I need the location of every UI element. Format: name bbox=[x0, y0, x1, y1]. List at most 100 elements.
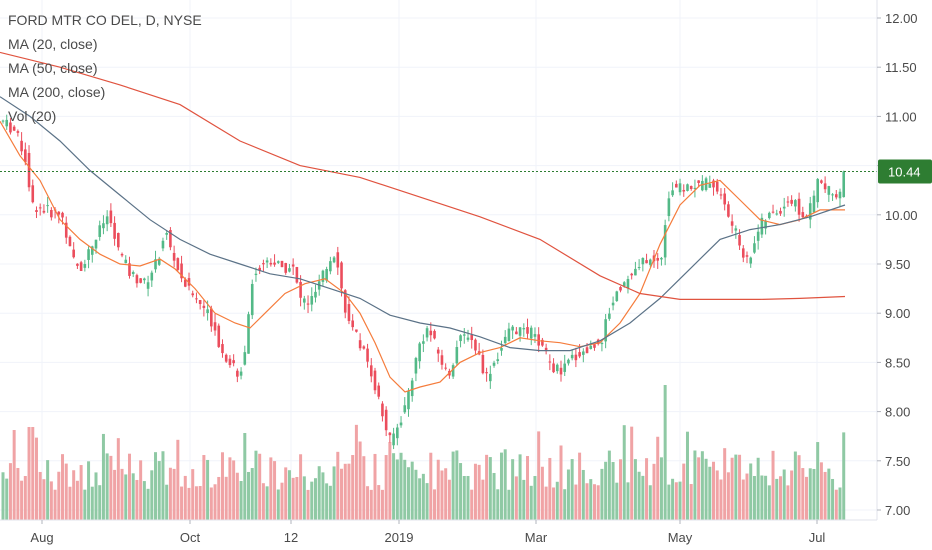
candle-body-51 bbox=[191, 293, 195, 296]
volume-bar-182 bbox=[678, 481, 682, 520]
volume-bar-156 bbox=[581, 469, 585, 520]
candle-body-77 bbox=[288, 268, 291, 272]
volume-bar-198 bbox=[738, 454, 742, 520]
candle-body-35 bbox=[131, 272, 135, 275]
candle-body-137 bbox=[511, 326, 514, 331]
volume-bar-128 bbox=[477, 464, 481, 520]
x-tick-label-3: 2019 bbox=[385, 530, 414, 545]
volume-bar-200 bbox=[745, 473, 749, 520]
volume-bar-220 bbox=[819, 462, 823, 520]
candle-body-226 bbox=[842, 171, 846, 198]
volume-bar-45 bbox=[168, 467, 172, 520]
volume-bar-17 bbox=[64, 463, 68, 520]
candle-body-10 bbox=[38, 207, 42, 209]
volume-bar-73 bbox=[273, 461, 277, 520]
candle-body-117 bbox=[436, 349, 440, 354]
volume-bar-67 bbox=[250, 468, 254, 520]
candle-body-214 bbox=[797, 198, 801, 215]
legend-vol[interactable]: Vol (20) bbox=[8, 108, 57, 124]
volume-bar-216 bbox=[805, 476, 809, 520]
candle-body-140 bbox=[522, 328, 526, 330]
volume-bar-99 bbox=[369, 489, 373, 520]
legend-ma50[interactable]: MA (50, close) bbox=[8, 60, 98, 76]
volume-bar-53 bbox=[198, 486, 202, 520]
candle-body-62 bbox=[232, 360, 235, 364]
volume-bar-118 bbox=[440, 470, 444, 520]
volume-bar-186 bbox=[693, 450, 697, 520]
volume-bar-115 bbox=[429, 452, 433, 520]
candle-body-208 bbox=[775, 213, 779, 215]
volume-bar-135 bbox=[503, 449, 507, 520]
candle-body-95 bbox=[355, 329, 358, 332]
volume-bar-185 bbox=[689, 484, 693, 520]
candle-body-165 bbox=[615, 291, 619, 302]
volume-bar-77 bbox=[287, 470, 291, 520]
volume-bar-163 bbox=[607, 450, 611, 520]
volume-bar-79 bbox=[295, 476, 299, 520]
volume-bar-123 bbox=[459, 463, 463, 520]
volume-bar-74 bbox=[276, 489, 280, 520]
x-tick-label-4: Mar bbox=[525, 530, 548, 545]
volume-bar-97 bbox=[362, 456, 366, 520]
volume-bar-44 bbox=[165, 484, 169, 520]
candle-body-29 bbox=[109, 210, 113, 224]
volume-bar-154 bbox=[574, 484, 578, 520]
candle-body-90 bbox=[336, 252, 340, 268]
candle-body-56 bbox=[210, 308, 213, 327]
volume-bar-184 bbox=[685, 431, 689, 520]
volume-bar-0 bbox=[1, 472, 5, 520]
volume-bar-95 bbox=[354, 424, 358, 520]
candle-body-156 bbox=[582, 351, 585, 355]
volume-bar-143 bbox=[533, 475, 537, 520]
candle-body-205 bbox=[764, 220, 767, 229]
candle-body-75 bbox=[280, 260, 284, 268]
volume-bar-120 bbox=[447, 479, 451, 520]
volume-bar-174 bbox=[648, 485, 652, 520]
volume-bar-90 bbox=[336, 451, 340, 520]
candle-body-81 bbox=[303, 298, 306, 303]
candle-body-184 bbox=[686, 184, 689, 191]
candle-body-115 bbox=[429, 330, 433, 336]
volume-bar-32 bbox=[120, 468, 124, 520]
volume-bar-157 bbox=[585, 483, 589, 520]
legend-ma200[interactable]: MA (200, close) bbox=[8, 84, 106, 100]
candle-body-97 bbox=[362, 346, 366, 349]
volume-bar-1 bbox=[5, 478, 9, 520]
candle-body-166 bbox=[619, 287, 622, 291]
candle-body-124 bbox=[462, 334, 466, 336]
volume-bar-176 bbox=[656, 436, 660, 520]
candle-body-108 bbox=[403, 405, 407, 413]
candle-body-126 bbox=[470, 334, 474, 341]
candle-body-15 bbox=[57, 211, 61, 215]
y-tick-label-4: 9.00 bbox=[885, 306, 910, 321]
volume-bar-206 bbox=[767, 485, 771, 520]
volume-bar-138 bbox=[514, 476, 518, 520]
volume-bar-111 bbox=[414, 469, 418, 520]
volume-bar-13 bbox=[49, 481, 53, 520]
volume-bar-68 bbox=[254, 450, 258, 520]
volume-bar-92 bbox=[343, 463, 347, 520]
x-tick-label-0: Aug bbox=[30, 530, 53, 545]
volume-bar-142 bbox=[529, 485, 533, 520]
candle-body-169 bbox=[630, 273, 633, 276]
legend-title[interactable]: FORD MTR CO DEL, D, NYSE bbox=[8, 12, 202, 28]
volume-bar-141 bbox=[526, 456, 530, 520]
volume-bar-219 bbox=[816, 442, 820, 520]
volume-bar-71 bbox=[265, 486, 269, 520]
legend-ma20[interactable]: MA (20, close) bbox=[8, 36, 98, 52]
y-tick-label-3: 8.50 bbox=[885, 355, 910, 370]
volume-bar-162 bbox=[604, 461, 608, 520]
candle-body-76 bbox=[284, 263, 288, 273]
volume-bar-210 bbox=[782, 469, 786, 520]
candle-body-44 bbox=[165, 233, 168, 235]
volume-bar-175 bbox=[652, 463, 656, 520]
candle-body-106 bbox=[396, 427, 399, 439]
volume-bar-10 bbox=[38, 471, 42, 520]
volume-bar-178 bbox=[663, 385, 667, 520]
candle-body-111 bbox=[414, 358, 418, 374]
volume-bar-136 bbox=[507, 489, 511, 520]
candle-body-99 bbox=[369, 365, 373, 377]
candle-body-24 bbox=[90, 246, 94, 255]
candle-body-79 bbox=[295, 267, 299, 283]
